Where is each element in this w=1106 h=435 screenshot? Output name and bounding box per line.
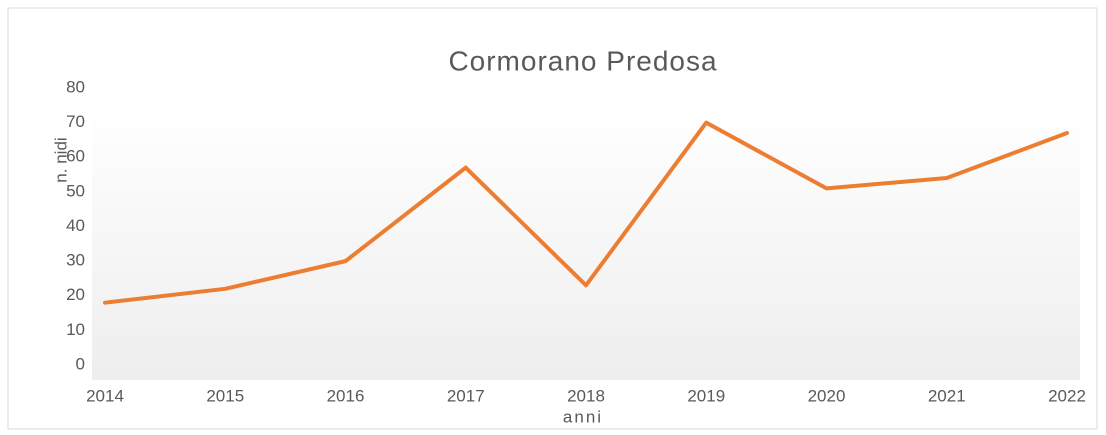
y-tick-label: 60 [66, 147, 85, 166]
plot-area [92, 105, 1080, 380]
x-axis-label: anni [563, 407, 603, 426]
x-tick-label: 2017 [447, 386, 485, 405]
y-tick-label: 0 [76, 354, 85, 373]
x-tick-label: 2016 [327, 386, 365, 405]
y-tick-label: 40 [66, 216, 85, 235]
x-tick-label: 2020 [808, 386, 846, 405]
y-tick-label: 10 [66, 320, 85, 339]
data-line [103, 120, 1069, 305]
y-tick-label: 70 [66, 112, 85, 131]
x-tick-label: 2014 [86, 386, 124, 405]
x-tick-label: 2019 [687, 386, 725, 405]
y-tick-label: 80 [66, 77, 85, 96]
y-tick-label: 50 [66, 181, 85, 200]
y-tick-label: 30 [66, 251, 85, 270]
chart-title: Cormorano Predosa [448, 45, 717, 76]
x-tick-label: 2018 [567, 386, 605, 405]
y-axis-label: n. nidi [51, 137, 70, 182]
x-tick-label: 2021 [928, 386, 966, 405]
y-tick-label: 20 [66, 285, 85, 304]
x-tick-label: 2022 [1048, 386, 1086, 405]
x-tick-label: 2015 [206, 386, 244, 405]
